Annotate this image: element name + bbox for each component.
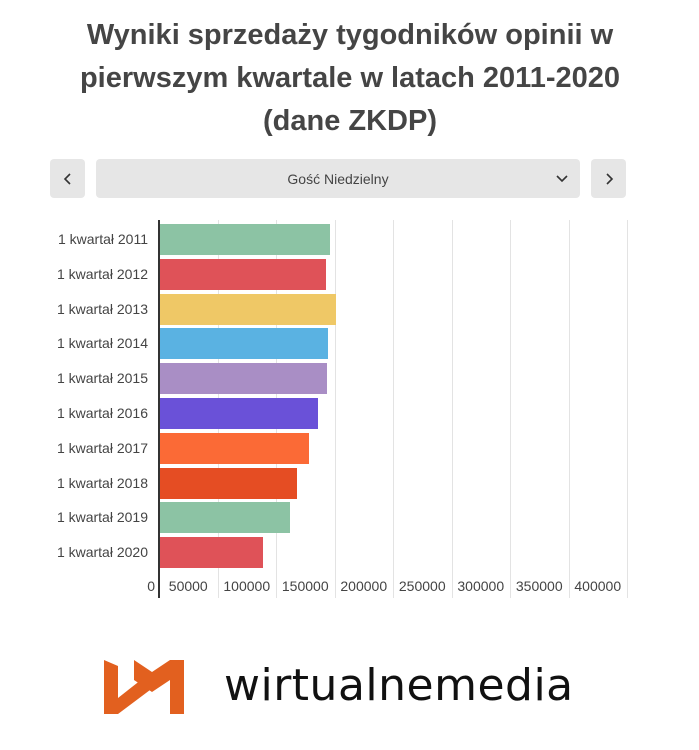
- gridline: [393, 220, 394, 598]
- wirtualnemedia-logo: wirtualnemedia: [104, 658, 584, 718]
- x-tick-label: 250000: [398, 578, 446, 594]
- bar[interactable]: [160, 502, 290, 534]
- bar[interactable]: [160, 328, 328, 360]
- logo-text: wirtualnemedia: [224, 660, 574, 711]
- gridline: [627, 220, 628, 598]
- bar[interactable]: [160, 432, 310, 464]
- bar[interactable]: [160, 467, 297, 499]
- category-label: 1 kwartał 2020: [56, 544, 148, 561]
- x-tick-label: 200000: [340, 578, 388, 594]
- category-label: 1 kwartał 2017: [56, 439, 148, 456]
- chevron-down-icon: [556, 175, 568, 183]
- gridline: [510, 220, 511, 598]
- bar[interactable]: [160, 258, 327, 290]
- gridline: [451, 220, 453, 598]
- bar[interactable]: [160, 293, 336, 325]
- category-label: 1 kwartał 2015: [56, 370, 148, 387]
- x-tick-label: 400000: [574, 578, 622, 594]
- chevron-left-icon: [63, 172, 71, 185]
- chevron-right-icon: [605, 172, 613, 185]
- chart-title: Wyniki sprzedaży tygodników opinii w pie…: [79, 19, 621, 137]
- x-tick-label: 300000: [457, 578, 505, 594]
- x-tick-label: 50000: [168, 578, 208, 594]
- bar-chart: 1 kwartał 2011 1 kwartał 2012 1 kwartał 20…: [0, 215, 699, 615]
- bar[interactable]: [160, 398, 318, 429]
- series-selector: Gość Niedzielny: [50, 159, 626, 198]
- y-axis-line: [158, 220, 160, 598]
- wm-logo-icon: [104, 660, 184, 714]
- bar[interactable]: [160, 224, 330, 255]
- bar[interactable]: [160, 363, 327, 395]
- category-label: 1 kwartał 2016: [56, 405, 148, 421]
- selected-series: Gość Niedzielny: [287, 170, 389, 187]
- next-button[interactable]: [591, 159, 626, 198]
- gridline: [334, 220, 336, 598]
- bar[interactable]: [160, 537, 263, 569]
- category-label: 1 kwartał 2014: [56, 335, 148, 352]
- series-dropdown[interactable]: Gość Niedzielny: [96, 159, 580, 198]
- category-label: 1 kwartał 2012: [56, 265, 148, 282]
- previous-button[interactable]: [50, 159, 85, 198]
- x-tick-label: 150000: [281, 578, 329, 594]
- category-label: 1 kwartał 2013: [56, 300, 148, 317]
- category-label: 1 kwartał 2019: [56, 509, 148, 526]
- x-tick-label: 350000: [515, 578, 563, 594]
- category-label: 1 kwartał 2018: [56, 474, 148, 491]
- gridline: [568, 220, 570, 598]
- category-label: 1 kwartał 2011: [57, 231, 148, 247]
- x-tick-label: 100000: [223, 578, 271, 594]
- x-tick-label: 0: [147, 578, 155, 594]
